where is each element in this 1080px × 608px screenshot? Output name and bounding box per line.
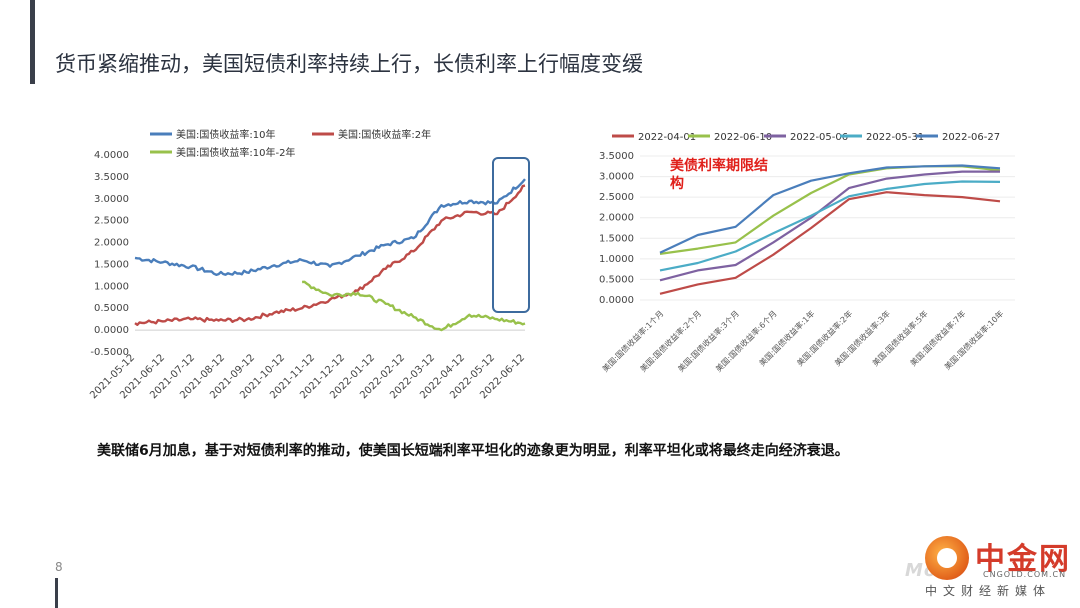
- y-tick-label: 3.5000: [94, 172, 129, 183]
- logo-url: CNGOLD.COM.CN: [983, 570, 1067, 579]
- legend-label: 美国:国债收益率:10年: [176, 128, 275, 141]
- y-tick-label: 0.5000: [599, 274, 634, 285]
- y-tick-label: 2.0000: [94, 238, 129, 249]
- accent-bar-bottom: [55, 578, 58, 608]
- y-tick-label: -0.5000: [90, 347, 129, 358]
- brand-logo: Mo 中金网 CNGOLD.COM.CN 中文财经新媒体: [905, 534, 1075, 604]
- slide-caption: 美联储6月加息，基于对短债利率的推动，使美国长短端利率平坦化的迹象更为明显，利率…: [97, 443, 849, 459]
- x-tick-label: 美国:国债收益率:2个月: [638, 308, 703, 373]
- series-line: [659, 165, 1001, 255]
- x-tick-label: 美国:国债收益率:6个月: [713, 308, 778, 373]
- y-tick-label: 2.5000: [94, 216, 129, 227]
- y-tick-label: 1.0000: [599, 254, 634, 265]
- y-tick-label: 4.0000: [94, 150, 129, 161]
- series-line: [659, 180, 1001, 272]
- legend-label: 美国:国债收益率:10年-2年: [176, 146, 295, 159]
- x-tick-label: 美国:国债收益率:3个月: [676, 308, 741, 373]
- accent-bar-top: [30, 0, 35, 84]
- legend-label: 2022-06-10: [714, 132, 772, 143]
- chart-annotation: 构: [670, 175, 684, 192]
- y-tick-label: 1.0000: [94, 281, 129, 292]
- legend-label: 美国:国债收益率:2年: [338, 128, 431, 141]
- page-number: 8: [55, 560, 63, 574]
- series-line: [134, 184, 526, 326]
- y-tick-label: 0.0000: [599, 295, 634, 306]
- legend-label: 2022-04-01: [638, 132, 696, 143]
- highlight-box: [492, 157, 530, 313]
- logo-name: 中金网: [975, 542, 1071, 577]
- y-tick-label: 1.5000: [94, 259, 129, 270]
- series-line: [659, 164, 1001, 254]
- series-line: [134, 178, 526, 276]
- y-tick-label: 2.5000: [599, 192, 634, 203]
- charts-canvas: 4.0000 3.5000 3.0000 2.5000 2.0000 1.5000 1.00…: [88, 128, 1015, 401]
- y-tick-label: 0.0000: [94, 325, 129, 336]
- legend-label: 2022-06-27: [942, 132, 1000, 143]
- legend-label: 2022-05-06: [790, 132, 848, 143]
- page-title: 货币紧缩推动，美国短债利率持续上行，长债利率上行幅度变缓: [55, 52, 643, 76]
- x-tick-label: 美国:国债收益率:1个月: [600, 308, 665, 373]
- y-tick-label: 1.5000: [599, 233, 634, 244]
- logo-emblem-icon: [925, 536, 969, 580]
- y-tick-label: 3.0000: [599, 172, 634, 183]
- chart-annotation: 美债利率期限结: [670, 157, 768, 174]
- series-line: [659, 170, 1000, 282]
- legend-label: 2022-05-31: [866, 132, 924, 143]
- series-line: [302, 280, 526, 332]
- y-tick-label: 0.5000: [94, 303, 129, 314]
- y-tick-label: 3.5000: [599, 151, 634, 162]
- y-tick-label: 2.0000: [599, 213, 634, 224]
- y-tick-label: 3.0000: [94, 194, 129, 205]
- logo-tagline: 中文财经新媒体: [925, 584, 1052, 598]
- series-line: [659, 191, 1001, 295]
